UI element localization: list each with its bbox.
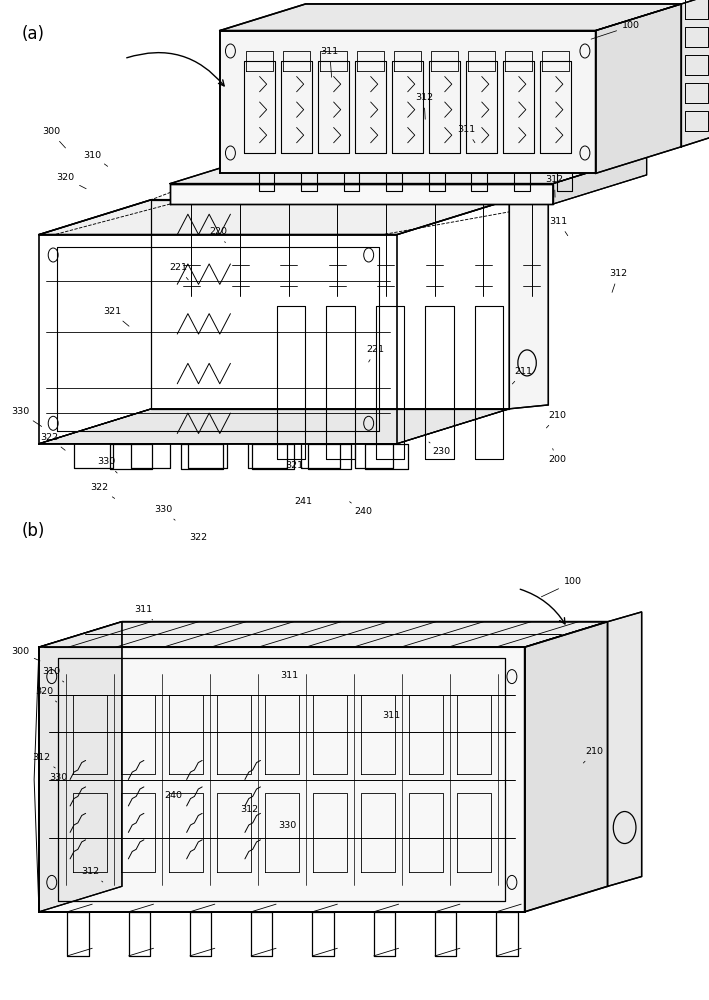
Polygon shape (39, 622, 122, 912)
Text: 311: 311 (134, 605, 152, 620)
Text: 330: 330 (97, 458, 117, 473)
Text: 300: 300 (42, 127, 65, 148)
Text: 321: 321 (285, 460, 303, 470)
Polygon shape (525, 622, 608, 912)
Text: 320: 320 (56, 174, 86, 189)
Text: 312: 312 (415, 94, 433, 119)
Polygon shape (553, 155, 647, 204)
Text: 312: 312 (240, 806, 259, 814)
Text: 220: 220 (209, 228, 228, 243)
Text: 200: 200 (548, 449, 566, 464)
Text: 311: 311 (320, 47, 339, 77)
Text: 210: 210 (584, 748, 603, 763)
Text: 211: 211 (513, 367, 532, 384)
Text: 330: 330 (11, 408, 42, 426)
Text: 240: 240 (164, 790, 183, 800)
Text: 310: 310 (83, 150, 108, 166)
Text: 311: 311 (382, 710, 401, 720)
Text: 322: 322 (90, 484, 115, 498)
Polygon shape (509, 196, 548, 409)
Text: 312: 312 (609, 269, 627, 292)
Text: 312: 312 (545, 176, 564, 197)
Text: 321: 321 (103, 308, 129, 326)
Text: (b): (b) (21, 522, 45, 540)
Text: 311: 311 (457, 125, 476, 143)
Polygon shape (220, 4, 681, 31)
Polygon shape (170, 184, 553, 204)
Text: 221: 221 (169, 263, 189, 280)
Text: 330: 330 (278, 820, 296, 830)
Text: 322: 322 (189, 534, 208, 542)
Polygon shape (39, 622, 608, 647)
Text: 241: 241 (294, 497, 313, 506)
Text: 240: 240 (350, 502, 372, 516)
Text: 100: 100 (542, 578, 582, 597)
Text: 322: 322 (40, 434, 65, 450)
Text: 230: 230 (429, 442, 450, 456)
Text: 320: 320 (35, 688, 57, 702)
Text: 100: 100 (591, 21, 640, 39)
Text: 210: 210 (547, 412, 566, 428)
Polygon shape (220, 31, 596, 173)
Polygon shape (170, 155, 647, 184)
Polygon shape (608, 612, 642, 886)
FancyArrowPatch shape (127, 53, 224, 86)
FancyArrowPatch shape (520, 589, 565, 624)
Text: (a): (a) (21, 25, 44, 43)
Text: 311: 311 (280, 670, 298, 680)
Polygon shape (39, 647, 525, 912)
Text: 330: 330 (154, 506, 175, 520)
Text: 300: 300 (11, 648, 40, 661)
Text: 311: 311 (549, 218, 568, 236)
Polygon shape (39, 200, 509, 235)
Text: 312: 312 (82, 867, 103, 882)
Polygon shape (681, 0, 709, 147)
Text: 330: 330 (49, 774, 67, 782)
Polygon shape (596, 4, 681, 173)
Polygon shape (39, 409, 509, 444)
Text: 312: 312 (32, 754, 55, 768)
Text: 221: 221 (367, 346, 385, 362)
Text: 310: 310 (42, 668, 64, 682)
